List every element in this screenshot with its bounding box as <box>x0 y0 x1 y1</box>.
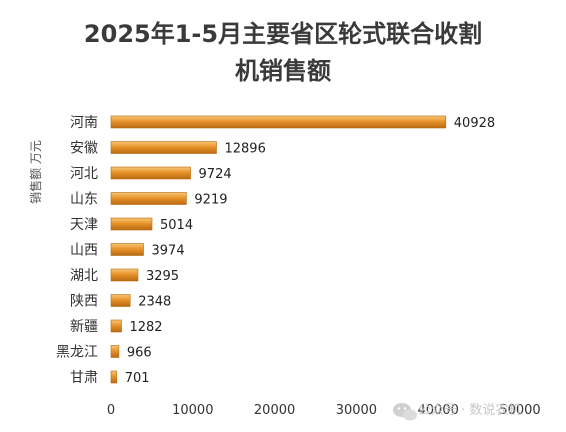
bar-5 <box>110 217 153 231</box>
bars-group <box>110 115 447 384</box>
x-tick-label-5: 40000 <box>418 403 459 418</box>
watermark: 公众号 · 数说农机 <box>393 403 521 421</box>
category-label-3: 河北 <box>70 166 98 182</box>
x-tick-labels-group: 0 10000 20000 30000 40000 50000 <box>107 403 541 418</box>
chart-title-line-1: 2025年1-5月主要省区轮式联合收割 <box>84 20 482 48</box>
bar-9 <box>110 319 122 333</box>
category-label-2: 安徽 <box>70 141 98 157</box>
data-label-7: 3295 <box>146 269 179 284</box>
x-tick-label-2: 10000 <box>172 403 213 418</box>
bar-3 <box>110 166 191 180</box>
category-label-7: 湖北 <box>70 268 98 284</box>
bar-6 <box>110 243 144 256</box>
x-tick-label-6: 50000 <box>499 403 540 418</box>
data-label-8: 2348 <box>138 295 171 310</box>
data-label-11: 701 <box>125 371 150 386</box>
category-label-8: 陕西 <box>70 294 98 310</box>
data-label-1: 40928 <box>454 116 495 131</box>
watermark-text: 公众号 · 数说农机 <box>418 403 521 418</box>
category-label-11: 甘肃 <box>70 370 98 386</box>
wechat-icon <box>393 403 417 421</box>
bar-1 <box>110 115 447 129</box>
x-tick-label-4: 30000 <box>336 403 377 418</box>
bar-7 <box>110 268 139 282</box>
data-label-9: 1282 <box>129 320 162 335</box>
x-tick-label-1: 0 <box>107 403 115 418</box>
data-label-5: 5014 <box>160 218 193 233</box>
bar-10 <box>110 345 120 358</box>
y-axis-label: 销售额 万元 <box>28 140 43 204</box>
data-label-6: 3974 <box>152 244 185 259</box>
category-label-4: 山东 <box>70 192 98 208</box>
bar-2 <box>110 141 217 154</box>
category-label-6: 山西 <box>70 243 98 259</box>
category-label-1: 河南 <box>70 115 98 131</box>
bar-11 <box>110 370 118 384</box>
chart-title-line-2: 机销售额 <box>235 57 331 85</box>
category-label-9: 新疆 <box>70 319 98 335</box>
bar-8 <box>110 294 131 307</box>
data-label-3: 9724 <box>199 167 232 182</box>
x-tick-label-3: 20000 <box>254 403 295 418</box>
data-label-2: 12896 <box>224 142 265 157</box>
data-label-10: 966 <box>127 346 152 361</box>
category-label-5: 天津 <box>70 217 98 233</box>
data-label-4: 9219 <box>194 193 227 208</box>
bar-4 <box>110 192 187 205</box>
category-label-10: 黑龙江 <box>56 345 98 361</box>
